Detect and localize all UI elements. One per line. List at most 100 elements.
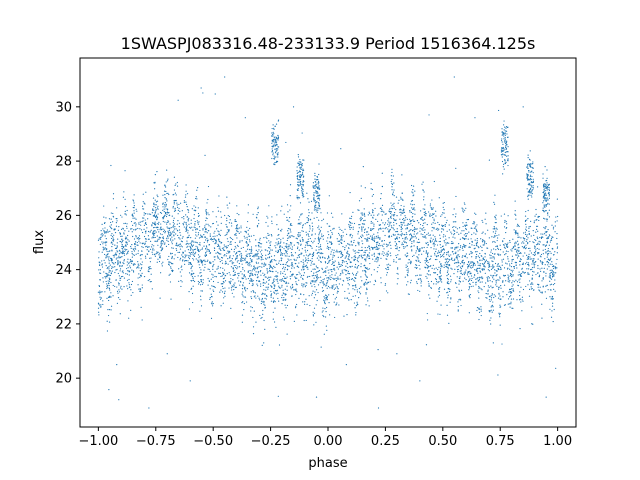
data-point xyxy=(472,281,474,283)
data-point xyxy=(535,231,537,233)
data-point xyxy=(459,249,461,251)
data-point xyxy=(399,234,401,236)
data-point xyxy=(492,256,494,258)
data-point xyxy=(227,258,229,260)
data-point xyxy=(113,234,115,236)
data-point xyxy=(499,254,502,256)
data-point xyxy=(361,228,363,231)
data-point xyxy=(218,195,220,197)
data-point xyxy=(430,247,432,249)
data-point xyxy=(222,278,225,280)
data-point xyxy=(473,223,475,225)
data-point xyxy=(291,253,293,256)
data-point xyxy=(112,243,114,245)
data-point xyxy=(470,252,472,255)
data-point xyxy=(325,316,327,318)
data-point xyxy=(538,215,541,218)
data-point xyxy=(540,237,543,240)
data-point xyxy=(112,262,114,264)
data-point xyxy=(252,255,254,257)
data-point xyxy=(533,289,535,291)
data-point xyxy=(498,314,501,316)
data-point xyxy=(280,241,282,243)
data-point xyxy=(233,251,235,253)
data-point xyxy=(196,220,198,222)
data-point xyxy=(139,288,142,290)
data-point xyxy=(534,245,536,247)
data-point xyxy=(441,224,443,226)
data-point xyxy=(123,277,126,279)
data-point xyxy=(518,225,520,228)
data-point xyxy=(141,272,143,274)
data-point xyxy=(478,307,480,309)
data-point xyxy=(470,238,472,240)
data-point xyxy=(382,245,384,248)
data-point xyxy=(516,240,519,242)
data-point xyxy=(488,286,490,288)
data-point xyxy=(125,236,127,238)
data-point xyxy=(192,285,194,287)
data-point xyxy=(223,297,225,299)
data-point xyxy=(111,258,113,260)
data-point xyxy=(530,235,532,237)
data-point xyxy=(528,226,530,228)
data-point xyxy=(305,282,307,284)
data-point xyxy=(409,229,411,231)
data-point xyxy=(206,202,208,204)
data-point xyxy=(189,252,191,254)
data-point xyxy=(532,230,534,232)
data-point xyxy=(548,236,550,238)
data-point xyxy=(278,234,280,236)
data-point xyxy=(112,254,114,257)
data-point xyxy=(204,225,206,227)
data-point xyxy=(545,218,548,220)
data-point xyxy=(224,274,227,277)
data-point xyxy=(302,225,304,227)
data-point xyxy=(528,258,530,260)
data-point xyxy=(501,259,503,261)
data-point xyxy=(166,221,168,224)
data-point xyxy=(519,278,521,280)
data-point xyxy=(141,221,143,223)
data-point xyxy=(137,237,139,239)
data-point xyxy=(357,243,359,245)
data-point xyxy=(413,254,415,256)
data-point xyxy=(505,262,507,264)
data-point xyxy=(407,281,409,283)
data-point xyxy=(396,283,398,285)
data-point xyxy=(533,258,535,260)
data-point xyxy=(250,280,252,282)
data-point xyxy=(351,215,353,217)
data-point xyxy=(554,279,556,281)
data-point xyxy=(309,224,311,227)
data-point xyxy=(361,212,363,214)
data-point xyxy=(420,210,422,212)
data-point xyxy=(370,220,372,223)
data-point xyxy=(156,219,158,221)
data-point xyxy=(426,312,428,315)
data-point xyxy=(213,263,215,266)
data-point xyxy=(315,265,317,267)
data-point xyxy=(157,252,159,254)
data-point xyxy=(186,225,188,227)
data-point xyxy=(169,261,171,263)
data-point xyxy=(463,272,465,274)
data-point xyxy=(233,269,235,271)
data-point xyxy=(456,276,458,278)
data-point xyxy=(479,245,482,247)
data-point xyxy=(533,266,535,269)
data-point xyxy=(492,266,495,268)
data-point xyxy=(279,250,282,252)
data-point xyxy=(258,246,260,248)
data-point xyxy=(440,262,442,265)
data-point xyxy=(409,210,411,212)
data-point xyxy=(124,222,127,224)
data-point xyxy=(410,203,412,205)
data-point xyxy=(494,269,496,271)
data-point xyxy=(435,228,437,230)
data-point xyxy=(228,202,231,204)
data-point xyxy=(299,239,301,241)
data-point xyxy=(535,273,537,276)
data-point xyxy=(215,242,217,244)
data-point xyxy=(547,212,549,214)
